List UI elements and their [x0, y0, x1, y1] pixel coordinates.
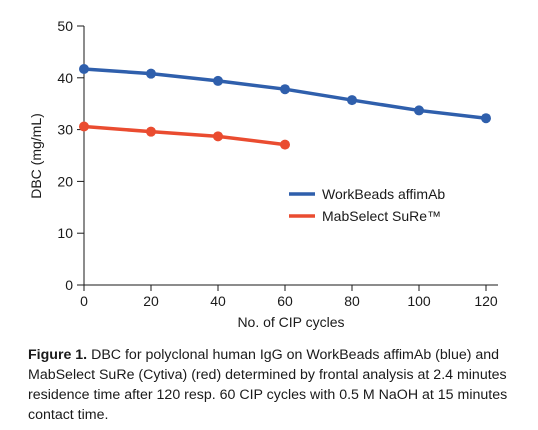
data-point: [280, 139, 290, 150]
legend: WorkBeads affimAb MabSelect SuRe™: [289, 186, 445, 224]
data-point: [347, 95, 357, 106]
axes: [83, 26, 498, 286]
y-ticks: 0 10 20 30 40 50: [57, 18, 84, 293]
legend-label-workbeads: WorkBeads affimAb: [322, 186, 445, 202]
data-point: [213, 131, 223, 142]
y-tick-label: 30: [57, 122, 73, 138]
y-tick-label: 0: [65, 277, 73, 293]
data-point: [79, 63, 89, 74]
data-point: [213, 75, 223, 86]
data-point: [79, 121, 89, 132]
data-point: [146, 68, 156, 79]
x-tick-label: 0: [80, 293, 88, 309]
x-ticks: 0 20 40 60 80 100 120: [80, 285, 498, 309]
figure-caption: Figure 1. DBC for polyclonal human IgG o…: [28, 345, 528, 425]
x-tick-label: 120: [474, 293, 498, 309]
caption-text: DBC for polyclonal human IgG on WorkBead…: [28, 347, 508, 423]
y-tick-label: 20: [57, 173, 73, 189]
caption-label: Figure 1.: [28, 347, 88, 363]
series-group: [79, 63, 491, 150]
x-axis-title: No. of CIP cycles: [237, 314, 344, 330]
data-point: [146, 126, 156, 137]
x-tick-label: 80: [344, 293, 360, 309]
legend-label-mabselect: MabSelect SuRe™: [322, 208, 441, 224]
x-tick-label: 60: [277, 293, 293, 309]
x-tick-label: 100: [407, 293, 431, 309]
y-tick-label: 50: [57, 18, 73, 34]
y-axis-title: DBC (mg/mL): [28, 113, 44, 199]
data-point: [481, 113, 491, 124]
series-line-1: [83, 124, 286, 147]
y-tick-label: 10: [57, 225, 73, 241]
x-tick-label: 40: [210, 293, 226, 309]
data-point: [414, 105, 424, 116]
x-tick-label: 20: [143, 293, 159, 309]
data-point: [280, 84, 290, 95]
y-tick-label: 40: [57, 70, 73, 86]
